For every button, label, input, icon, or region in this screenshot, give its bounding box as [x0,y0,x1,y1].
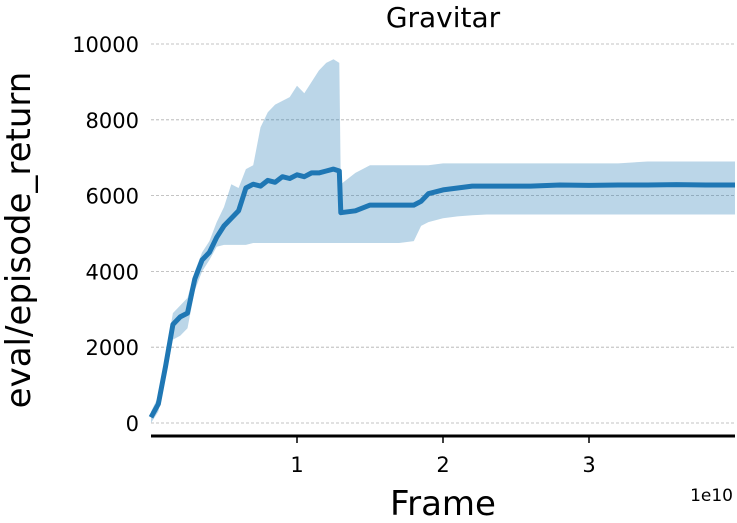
x-tick-label: 2 [436,453,449,477]
series-line [148,166,735,419]
grid-lines [151,43,735,424]
x-tick-labels: 1 2 3 [290,436,596,477]
y-tick-label: 10000 [72,33,139,57]
y-tick-label: 0 [126,412,139,436]
x-axis-label: Frame [390,484,496,523]
x-tick-label: 3 [582,453,595,477]
y-tick-label: 4000 [86,260,139,284]
x-tick-label: 1 [290,453,303,477]
chart-title: Gravitar [386,1,501,34]
y-tick-label: 2000 [86,336,139,360]
series-confidence-band [151,59,735,423]
y-tick-labels: 0 2000 4000 6000 8000 10000 [72,33,139,436]
y-axis-label: eval/episode_return [0,72,39,409]
y-tick-label: 8000 [86,109,139,133]
x-offset-text: 1e10 [690,486,733,506]
y-tick-label: 6000 [86,185,139,209]
